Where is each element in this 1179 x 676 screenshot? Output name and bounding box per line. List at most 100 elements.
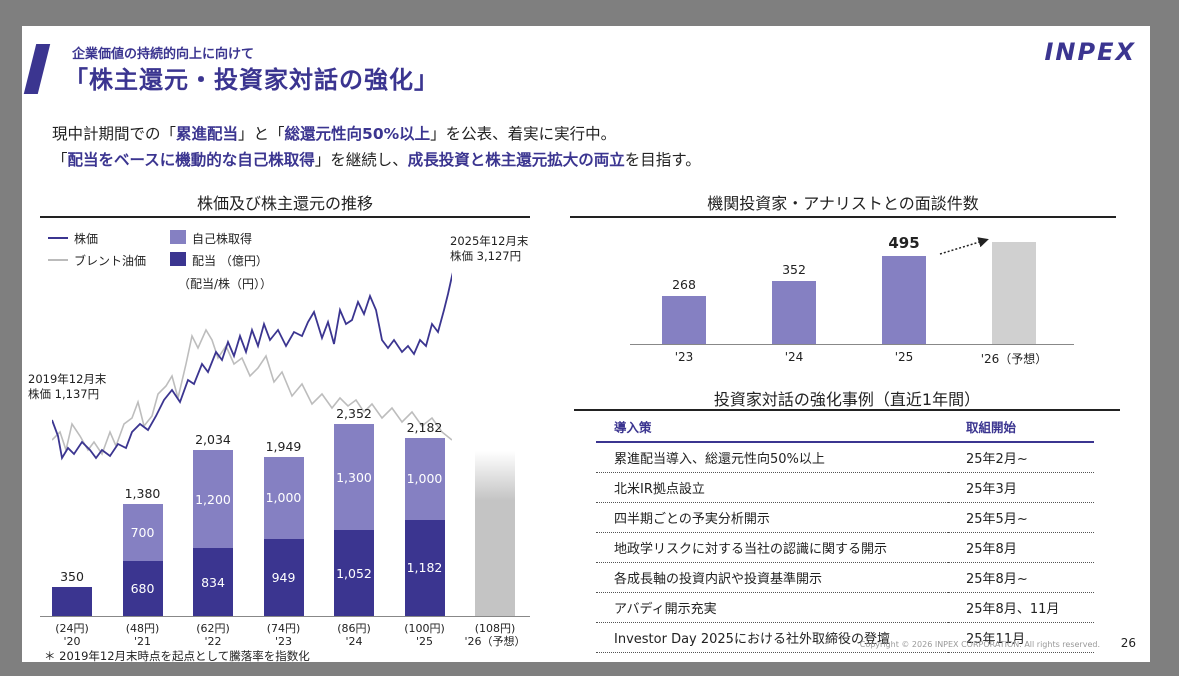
meetings-x-label: '25 bbox=[894, 350, 914, 364]
x-axis-label: (48円) '21 bbox=[125, 622, 160, 648]
cases-start-cell: 25年2月~ bbox=[948, 442, 1094, 473]
right-chart-title: 機関投資家・アナリストとの面談件数 bbox=[707, 194, 979, 213]
legend-dividend-sub: （配当/株（円）） bbox=[178, 277, 273, 291]
legend-brent-label: ブレント油価 bbox=[74, 254, 147, 268]
x-axis-label: (24円) '20 bbox=[55, 622, 89, 648]
return-bar: 1,052 1,300 bbox=[334, 424, 374, 616]
cases-start-cell: 25年5月~ bbox=[948, 502, 1094, 533]
page-title: 「株主還元・投資家対話の強化」 bbox=[64, 66, 439, 94]
meetings-x-label: '23 bbox=[674, 350, 694, 364]
cases-measure-cell: アバディ開示充実 bbox=[596, 592, 948, 623]
cases-header-measure: 導入策 bbox=[596, 412, 948, 443]
legend-buyback-label: 自己株取得 bbox=[192, 232, 253, 246]
cases-start-cell: 25年8月~ bbox=[948, 562, 1094, 593]
cases-measure-cell: 北米IR拠点設立 bbox=[596, 472, 948, 503]
return-bar: 1,182 1,000 bbox=[404, 438, 445, 616]
meetings-value-label: 495 bbox=[888, 233, 920, 252]
meetings-bar bbox=[772, 281, 816, 344]
cases-row: 北米IR拠点設立 25年3月 bbox=[596, 472, 1094, 503]
lead-segment: 成長投資と株主還元拡大の両立 bbox=[407, 151, 625, 169]
x-axis-label: (62円) '22 bbox=[196, 622, 230, 648]
meetings-x-label: '26（予想） bbox=[980, 352, 1048, 366]
dividend-segment bbox=[52, 587, 92, 616]
meetings-value-label: 352 bbox=[782, 262, 806, 278]
cases-measure-cell: 累進配当導入、総還元性向50%以上 bbox=[596, 442, 948, 473]
return-bar bbox=[52, 587, 92, 616]
meetings-forecast-bar bbox=[992, 242, 1036, 344]
meetings-bar bbox=[882, 255, 926, 344]
meetings-x-label: '24 bbox=[784, 350, 804, 364]
lead-line-1: 現中計期間での「累進配当」と「総還元性向50%以上」を公表、着実に実行中。 bbox=[52, 122, 616, 144]
x-axis-line bbox=[40, 616, 530, 617]
cases-table: 導入策 取組開始 累進配当導入、総還元性向50%以上 25年2月~ 北米IR拠点設立… bbox=[596, 412, 1094, 653]
x-axis-label: (74円) '23 bbox=[266, 622, 301, 648]
lead-line-2: 「配当をベースに機動的な自己株取得」を継続し、成長投資と株主還元拡大の両立を目指… bbox=[52, 148, 701, 170]
cases-row: 累進配当導入、総還元性向50%以上 25年2月~ bbox=[596, 442, 1094, 473]
cases-header-start: 取組開始 bbox=[948, 412, 1094, 443]
cases-row: 各成長軸の投資内訳や投資基準開示 25年8月~ bbox=[596, 562, 1094, 593]
legend-stock-line bbox=[48, 237, 68, 239]
legend-buyback-swatch bbox=[170, 230, 186, 244]
footnote: ＊ 2019年12月末時点を起点として騰落率を指数化 bbox=[44, 649, 310, 663]
buyback-segment: 1,000 bbox=[263, 457, 304, 539]
lead-segment: 累進配当 bbox=[176, 125, 239, 143]
total-label: 1,949 bbox=[265, 439, 302, 455]
cases-measure-cell: 四半期ごとの予実分析開示 bbox=[596, 502, 948, 533]
cases-row: Investor Day 2025における社外取締役の登壇 25年11月 bbox=[596, 622, 1094, 653]
cases-row: 地政学リスクに対する当社の認識に関する開示 25年8月 bbox=[596, 532, 1094, 563]
lead-segment: 「 bbox=[52, 151, 68, 169]
legend-stock-label: 株価 bbox=[74, 232, 99, 246]
dividend-segment: 834 bbox=[193, 548, 233, 616]
x-axis-label: (100円) '25 bbox=[404, 622, 445, 648]
left-chart-rule bbox=[40, 216, 530, 218]
total-label: 2,034 bbox=[195, 432, 231, 448]
total-label: 2,352 bbox=[336, 406, 372, 422]
inpex-logo: INPEX bbox=[1044, 38, 1136, 66]
lead-segment: を目指す。 bbox=[624, 151, 701, 169]
buyback-segment: 1,000 bbox=[404, 438, 445, 520]
cases-measure-cell: Investor Day 2025における社外取締役の登壇 bbox=[596, 622, 948, 653]
dividend-segment: 1,052 bbox=[334, 530, 374, 616]
buyback-segment: 1,300 bbox=[334, 424, 374, 531]
cases-rule bbox=[574, 409, 1120, 411]
cases-start-cell: 25年11月 bbox=[948, 622, 1094, 653]
lead-segment: 総還元性向50%以上 bbox=[284, 125, 431, 143]
lead-segment: 現中計期間での「 bbox=[52, 125, 177, 143]
cases-row: 四半期ごとの予実分析開示 25年5月~ bbox=[596, 502, 1094, 533]
dividend-segment: 680 bbox=[122, 560, 163, 616]
meetings-axis-line bbox=[630, 344, 1074, 345]
slide: 企業価値の持続的向上に向けて 「株主還元・投資家対話の強化」 INPEX 現中計… bbox=[22, 26, 1150, 663]
buyback-segment: 700 bbox=[122, 503, 163, 561]
left-chart-title: 株価及び株主還元の推移 bbox=[196, 194, 373, 213]
total-label: 2,182 bbox=[406, 420, 443, 436]
cases-title: 投資家対話の強化事例（直近1年間） bbox=[713, 390, 981, 409]
cases-measure-cell: 地政学リスクに対する当社の認識に関する開示 bbox=[596, 532, 948, 563]
legend-dividend-swatch bbox=[170, 252, 186, 266]
total-label: 1,380 bbox=[124, 485, 161, 501]
page-number: 26 bbox=[1120, 636, 1136, 650]
return-bar: 680 700 bbox=[122, 503, 163, 616]
cases-start-cell: 25年8月、11月 bbox=[948, 592, 1094, 623]
dividend-segment: 949 bbox=[263, 538, 304, 616]
lead-segment: 」を継続し、 bbox=[314, 151, 408, 169]
legend-dividend-label: 配当 （億円） bbox=[192, 254, 268, 268]
lead-segment: 」と「 bbox=[238, 125, 285, 143]
forecast-arrow bbox=[939, 237, 989, 255]
forecast-bar bbox=[475, 451, 515, 616]
x-axis-label: (108円) '26（予想） bbox=[464, 622, 526, 648]
meetings-bar bbox=[662, 296, 706, 344]
return-bar: 949 1,000 bbox=[263, 457, 304, 616]
x-axis-label: (86円) '24 bbox=[337, 622, 371, 648]
copyright: Copyright © 2026 INPEX CORPORATION. All … bbox=[859, 640, 1100, 649]
end-annotation: 2025年12月末 株価 3,127円 bbox=[450, 234, 529, 263]
right-chart-rule bbox=[570, 216, 1116, 218]
cases-measure-cell: 各成長軸の投資内訳や投資基準開示 bbox=[596, 562, 948, 593]
title-accent-bar bbox=[23, 44, 51, 94]
page-subtitle: 企業価値の持続的向上に向けて bbox=[72, 47, 255, 62]
total-label: 350 bbox=[60, 569, 84, 585]
price-lines-svg bbox=[52, 272, 452, 461]
stock-price-line bbox=[52, 272, 452, 461]
return-bar: 834 1,200 bbox=[193, 450, 233, 616]
cases-start-cell: 25年8月 bbox=[948, 532, 1094, 563]
lead-segment: 」を公表、着実に実行中。 bbox=[430, 125, 617, 143]
